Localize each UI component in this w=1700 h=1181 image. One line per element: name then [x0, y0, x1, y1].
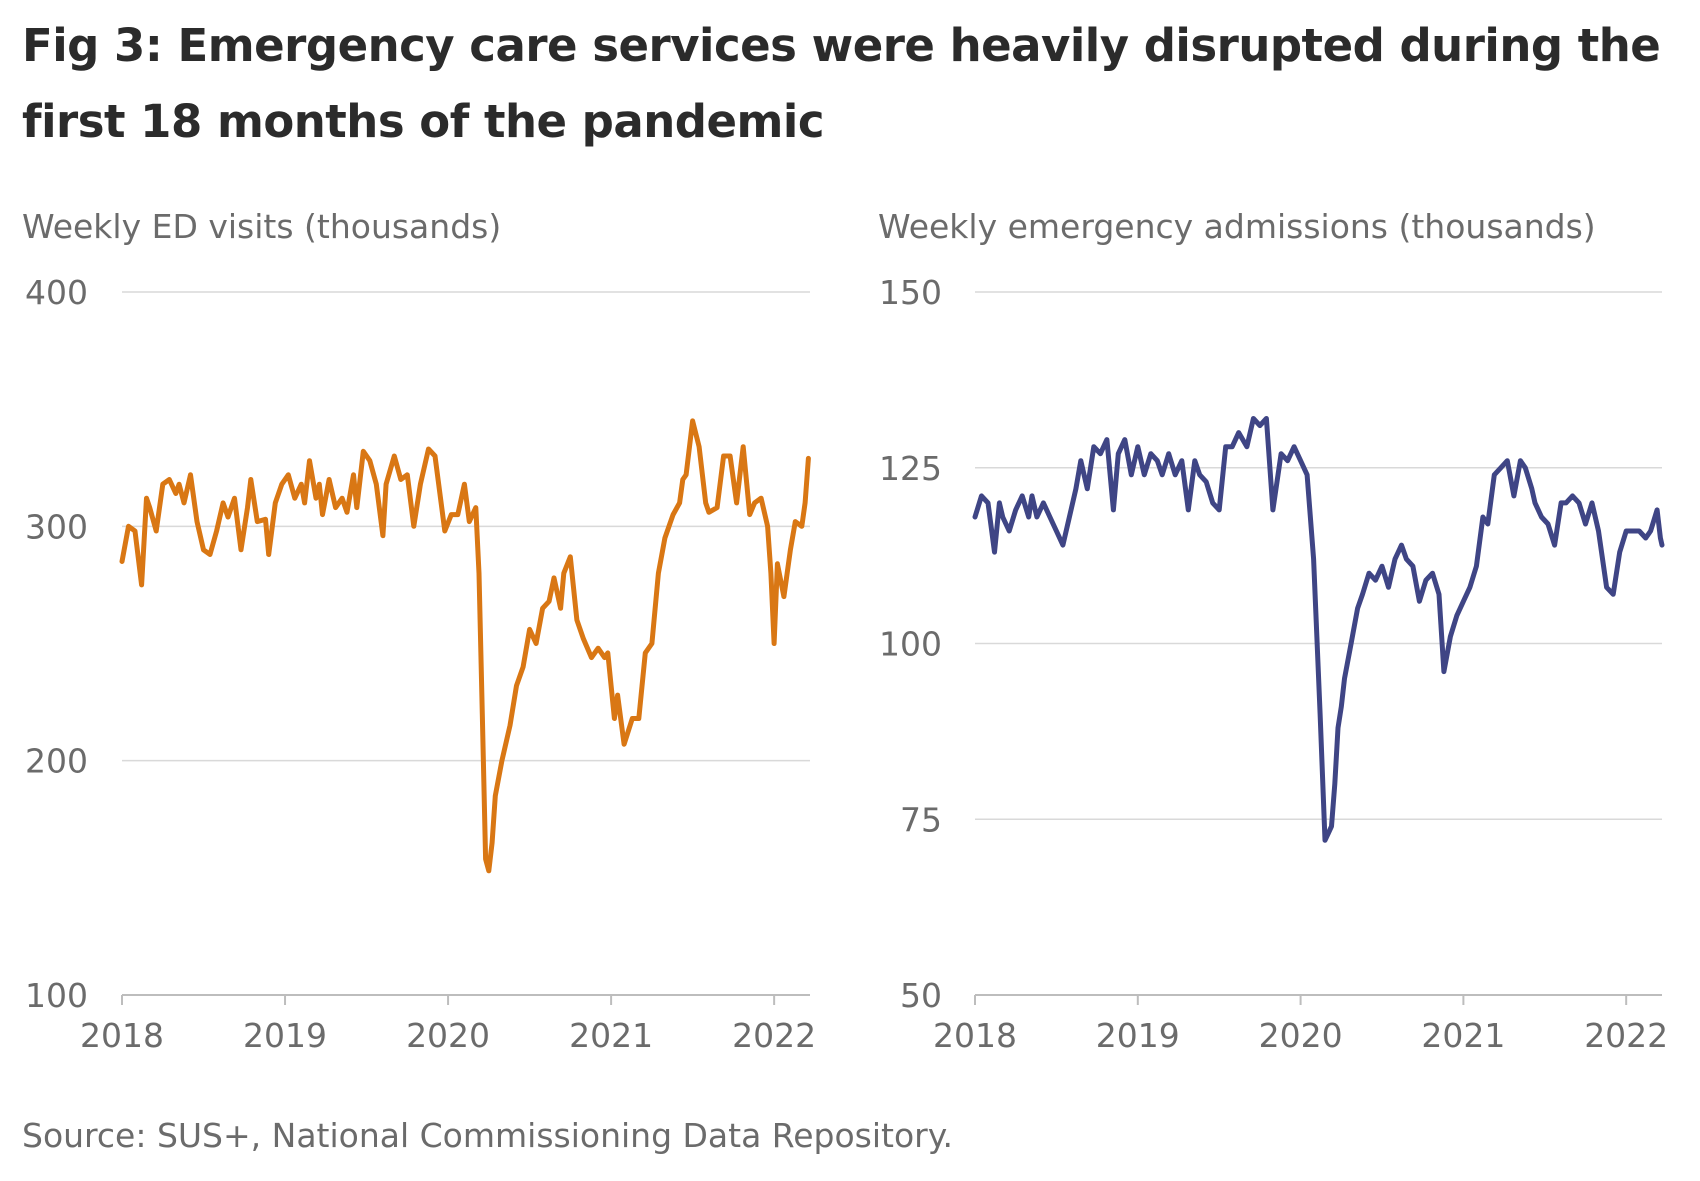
admissions-y-tick-label: 125 — [879, 449, 942, 488]
figure-title: Fig 3: Emergency care services were heav… — [22, 19, 1661, 148]
ed-y-tick-label: 200 — [25, 742, 88, 781]
admissions-y-tick-label: 50 — [900, 976, 942, 1015]
ed-y-tick-label: 100 — [25, 976, 88, 1015]
ed-x-tick-label: 2022 — [732, 1016, 816, 1055]
admissions-x-tick-label: 2018 — [933, 1016, 1017, 1055]
admissions-series-line — [972, 416, 1665, 843]
admissions-x-tick-label: 2021 — [1421, 1016, 1505, 1055]
ed-x-tick-label: 2021 — [569, 1016, 653, 1055]
admissions-x-tick-label: 2019 — [1096, 1016, 1180, 1055]
ed-visits-chart: Weekly ED visits (thousands) 100 200 300 40… — [22, 207, 816, 1055]
admissions-x-tick-label: 2022 — [1584, 1016, 1668, 1055]
emergency-admissions-chart-title: Weekly emergency admissions (thousands) — [878, 207, 1596, 246]
admissions-y-tick-label: 100 — [879, 625, 942, 664]
source-note: Source: SUS+, National Commissioning Dat… — [22, 1116, 954, 1155]
admissions-x-tick-label: 2020 — [1259, 1016, 1343, 1055]
emergency-admissions-chart: Weekly emergency admissions (thousands) … — [878, 207, 1668, 1055]
ed-x-tick-label: 2018 — [80, 1016, 164, 1055]
admissions-y-tick-label: 75 — [900, 800, 942, 839]
ed-y-tick-label: 400 — [25, 273, 88, 312]
admissions-y-tick-label: 150 — [879, 273, 942, 312]
ed-x-tick-label: 2019 — [243, 1016, 327, 1055]
ed-x-tick-label: 2020 — [406, 1016, 490, 1055]
ed-y-tick-label: 300 — [25, 507, 88, 546]
ed-series-line — [119, 418, 811, 874]
ed-visits-chart-title: Weekly ED visits (thousands) — [22, 207, 501, 246]
